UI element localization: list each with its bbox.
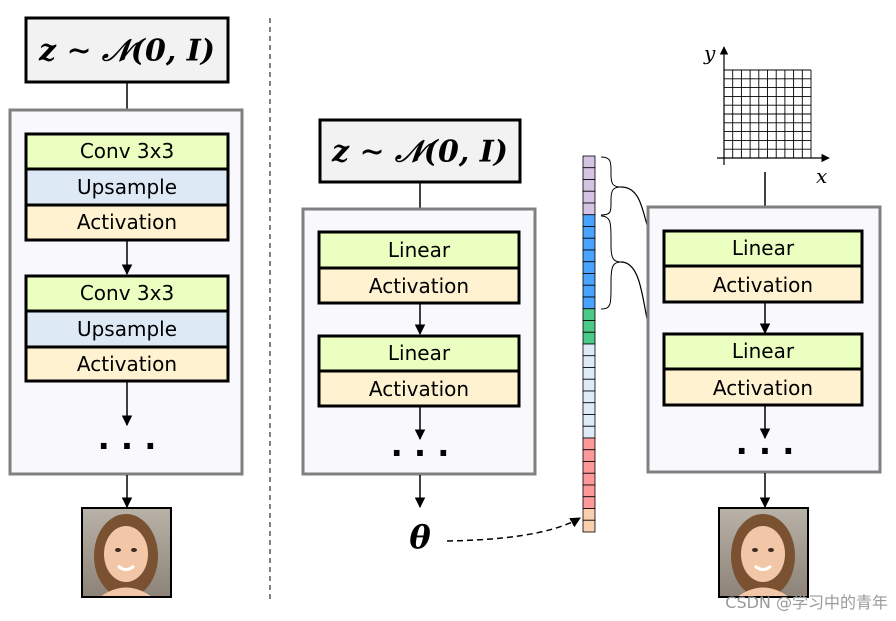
ellipsis: · · · — [736, 432, 795, 470]
activation-layer — [662, 367, 864, 407]
generated-face-image — [718, 507, 809, 598]
vector-cell — [582, 249, 596, 263]
vector-cell — [582, 214, 596, 227]
activation-label: Activation — [77, 352, 177, 376]
vector-cell — [582, 508, 596, 521]
coordinate-grid — [723, 69, 812, 159]
left-panel: z ∼ 𝒩(0, I) Conv 3x3 Upsample Activation… — [8, 16, 244, 598]
linear-layer — [317, 334, 521, 373]
linear-label: Linear — [732, 236, 795, 260]
brace-layer-1 — [600, 156, 622, 216]
latent-formula: z ∼ 𝒩(0, I) — [331, 135, 508, 170]
ellipsis: · · · — [391, 434, 450, 472]
vector-cell — [582, 343, 596, 357]
vector-cell — [582, 155, 596, 169]
linear-label: Linear — [388, 341, 451, 365]
activation-layer — [317, 369, 521, 408]
activation-label: Activation — [369, 377, 469, 401]
vector-cell — [582, 390, 596, 404]
y-axis-label: y — [703, 41, 716, 65]
watermark: CSDN @学习中的青年 — [725, 593, 888, 612]
ellipsis: · · · — [98, 427, 157, 465]
vector-cell — [582, 472, 596, 486]
linear-block-1: Linear Activation — [662, 229, 864, 304]
activation-layer — [24, 203, 230, 242]
vector-cell — [582, 449, 596, 462]
activation-layer — [662, 264, 864, 304]
activation-label: Activation — [713, 273, 813, 297]
parameter-vector — [582, 155, 596, 533]
linear-label: Linear — [732, 339, 795, 363]
upsample-label: Upsample — [77, 317, 177, 341]
vector-cell — [582, 226, 596, 239]
activation-layer — [24, 345, 230, 383]
conv-block-1: Conv 3x3 Upsample Activation — [24, 132, 230, 242]
vector-cell — [582, 167, 596, 180]
activation-label: Activation — [77, 210, 177, 234]
linear-block-2: Linear Activation — [662, 332, 864, 407]
theta-label: θ — [409, 518, 431, 556]
linear-layer — [662, 332, 864, 371]
vector-cell — [582, 367, 596, 380]
latent-box — [24, 16, 230, 84]
conv-label: Conv 3x3 — [80, 281, 174, 305]
vector-cell — [582, 296, 596, 310]
vector-cell — [582, 519, 596, 533]
linear-block-1: Linear Activation — [317, 230, 521, 305]
vector-cell — [582, 320, 596, 333]
vector-cell — [582, 331, 596, 345]
middle-panel: z ∼ 𝒩(0, I) Linear Activation Linear Act… — [301, 118, 581, 556]
generated-face-image — [81, 507, 172, 598]
activation-label: Activation — [713, 376, 813, 400]
vector-cell — [582, 437, 596, 451]
vector-cell — [582, 190, 596, 204]
vector-cell — [582, 308, 596, 321]
vector-cell — [582, 461, 596, 474]
vector-cell — [582, 402, 596, 415]
vector-cell — [582, 425, 596, 439]
dashed-arrow-to-vector — [446, 517, 581, 542]
brace-layer-2 — [600, 215, 622, 310]
vector-cell — [582, 237, 596, 251]
vector-cell — [582, 202, 596, 216]
vector-cell — [582, 179, 596, 192]
linear-label: Linear — [388, 238, 451, 262]
conv-label: Conv 3x3 — [80, 139, 174, 163]
conv-layer — [24, 274, 230, 313]
vector-cell — [582, 484, 596, 498]
latent-box — [318, 118, 522, 184]
right-panel: x y Linear Activation Linear Activation … — [646, 41, 882, 598]
linear-layer — [317, 230, 521, 270]
upsample-label: Upsample — [77, 175, 177, 199]
conv-block-2: Conv 3x3 Upsample Activation — [24, 274, 230, 383]
vector-cell — [582, 378, 596, 392]
vector-cell — [582, 496, 596, 509]
vector-cell — [582, 355, 596, 368]
upsample-layer — [24, 309, 230, 349]
latent-formula: z ∼ 𝒩(0, I) — [38, 34, 215, 69]
vector-cell — [582, 284, 596, 298]
activation-layer — [317, 266, 521, 305]
vector-cell — [582, 273, 596, 286]
vector-cell — [582, 414, 596, 427]
vector-cell — [582, 261, 596, 274]
linear-block-2: Linear Activation — [317, 334, 521, 408]
activation-label: Activation — [369, 274, 469, 298]
x-axis-label: x — [816, 164, 827, 188]
